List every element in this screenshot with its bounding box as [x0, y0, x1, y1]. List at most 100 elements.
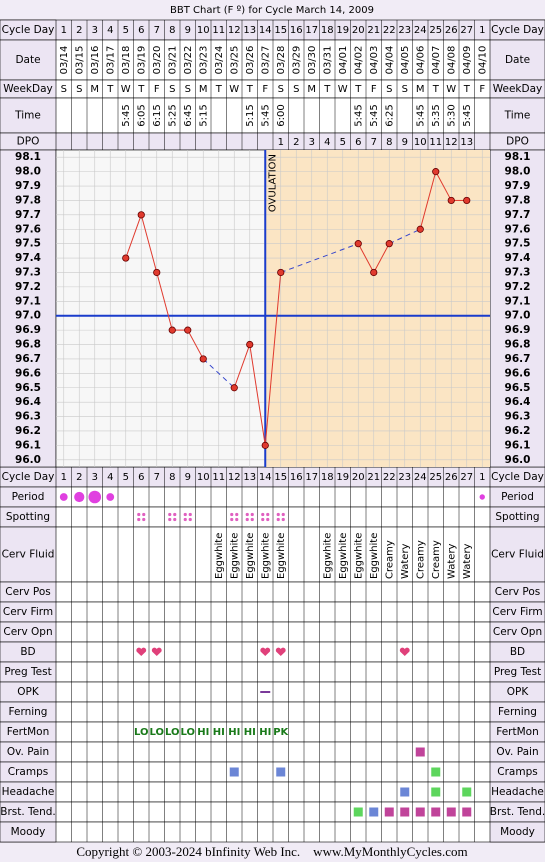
time: 6:25: [384, 104, 395, 126]
date: 03/15: [74, 46, 85, 75]
spotting-dot: [250, 512, 254, 517]
cycle-day: 2: [76, 25, 82, 36]
dpo: 10: [414, 137, 427, 148]
date: 03/29: [291, 46, 302, 75]
row-label: Period: [12, 491, 45, 503]
cycle-day: 4: [107, 25, 113, 36]
spotting-dot: [281, 517, 285, 522]
y-tick-label: 96.9: [505, 324, 531, 336]
symptom-square: [431, 767, 441, 777]
y-tick-label: 96.1: [505, 439, 531, 451]
ovulation-label: OVULATION: [267, 154, 278, 212]
spotting-dot: [250, 517, 254, 522]
temp-point: [184, 326, 192, 334]
weekday: T: [354, 84, 362, 95]
symptom-square: [400, 787, 410, 797]
spotting-dot: [173, 512, 177, 517]
spotting-dot: [173, 517, 177, 522]
fertmon: PK: [273, 727, 289, 738]
weekday: S: [278, 84, 284, 95]
symptom-square: [415, 747, 425, 757]
period-dot: [479, 494, 485, 500]
temp-point: [137, 211, 145, 219]
cerv-fluid: Watery: [446, 543, 457, 579]
row-label: Time: [504, 110, 531, 122]
fertmon: LO: [134, 727, 149, 738]
weekday: S: [185, 84, 191, 95]
temp-point: [447, 196, 455, 205]
cycle-day: 8: [169, 25, 175, 36]
row-label: Cycle Day: [491, 471, 544, 483]
temp-point: [432, 168, 440, 176]
cerv-fluid: Eggwhite: [276, 533, 287, 579]
time: 6:45: [183, 104, 194, 126]
cycle-day: 9: [185, 472, 191, 483]
y-tick-label: 96.0: [505, 454, 531, 466]
y-tick-label: 97.9: [15, 180, 41, 192]
temp-segment: [125, 214, 142, 259]
row-label: Spotting: [6, 511, 50, 523]
weekday: S: [76, 84, 82, 95]
spotting-dot: [245, 512, 249, 517]
spotting-dot: [188, 512, 192, 517]
temp-point: [261, 441, 269, 449]
row-label: Cycle Day: [491, 24, 544, 36]
spotting-dot: [276, 517, 280, 522]
time: 5:25: [167, 104, 178, 126]
symptom-square: [276, 767, 286, 777]
weekday: S: [169, 84, 175, 95]
y-tick-label: 97.3: [15, 266, 41, 278]
weekday: W: [121, 84, 131, 95]
fertmon: LO: [165, 727, 180, 738]
bd-heart: [275, 647, 286, 656]
y-tick-label: 97.6: [505, 223, 531, 235]
symptom-square: [462, 787, 472, 797]
row-band: [0, 681, 545, 703]
y-tick-label: 97.4: [505, 252, 531, 264]
cycle-day: 25: [429, 472, 442, 483]
time: 5:15: [198, 104, 209, 126]
spotting-dot: [137, 517, 141, 522]
temp-point: [277, 268, 285, 277]
row-band: [0, 506, 545, 528]
weekday: F: [371, 84, 377, 95]
y-tick-label: 97.3: [505, 266, 531, 278]
time: 5:30: [446, 104, 457, 126]
cycle-day: 27: [460, 25, 473, 36]
cycle-day: 20: [352, 472, 365, 483]
temp-point: [199, 355, 207, 363]
weekday: S: [386, 84, 392, 95]
cerv-fluid: Creamy: [415, 540, 426, 579]
spotting-dot: [137, 512, 141, 517]
cycle-day: 23: [398, 25, 411, 36]
spotting-dot: [230, 512, 234, 517]
cycle-day: 11: [212, 25, 225, 36]
date: 03/20: [152, 46, 163, 75]
spotting-dot: [183, 517, 187, 522]
y-tick-label: 97.5: [505, 238, 531, 250]
date: 03/18: [121, 46, 132, 75]
temp-segment: [389, 228, 421, 245]
date: 03/31: [322, 46, 333, 75]
temp-point: [385, 240, 393, 248]
period-dot: [59, 493, 68, 501]
cycle-day: 23: [398, 472, 411, 483]
period-dot: [106, 493, 115, 501]
cycle-day: 13: [243, 472, 256, 483]
spotting-dot: [245, 517, 249, 522]
symptom-square: [446, 807, 456, 817]
weekday: F: [154, 84, 160, 95]
time: 5:45: [462, 104, 473, 126]
cycle-day: 26: [445, 25, 458, 36]
cycle-day: 10: [197, 472, 210, 483]
y-tick-label: 96.4: [505, 396, 531, 408]
y-tick-label: 96.1: [15, 439, 41, 451]
cycle-day: 21: [367, 25, 380, 36]
y-tick-label: 96.7: [15, 353, 41, 365]
date: 04/10: [477, 46, 488, 75]
spotting-dot: [168, 517, 172, 522]
cerv-fluid: Eggwhite: [369, 533, 380, 579]
y-tick-label: 96.2: [505, 425, 531, 437]
cycle-day: 8: [169, 472, 175, 483]
